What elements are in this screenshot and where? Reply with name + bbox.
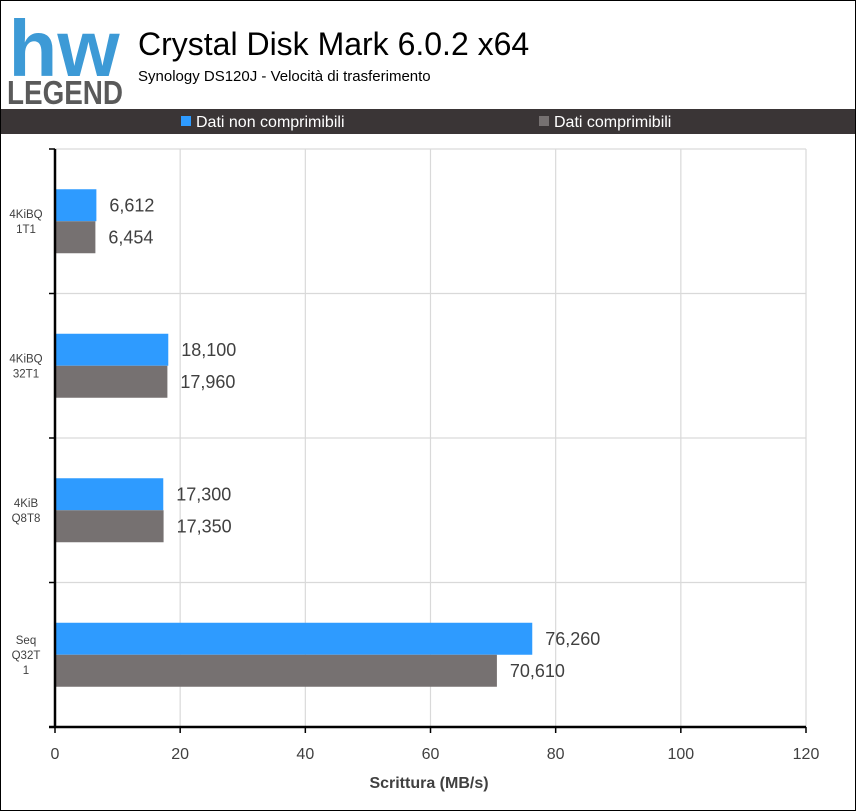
data-label: 6,454 bbox=[108, 227, 153, 247]
legend-label-series-2: Dati comprimibili bbox=[554, 114, 671, 131]
y-category-label: 4KiBQ bbox=[9, 353, 42, 365]
legend-label-series-1: Dati non comprimibili bbox=[196, 114, 345, 131]
axes: 0 20 40 60 80 100 120 4KiBQ 1T1 4KiBQ 32T1 4KiB Q8T8… bbox=[9, 148, 820, 763]
data-label: 18,100 bbox=[181, 340, 236, 360]
logo-text: LEGEND bbox=[7, 74, 123, 111]
bar-series-2 bbox=[56, 221, 96, 254]
y-category-label: Q8T8 bbox=[12, 513, 41, 525]
legend: Dati non comprimibili Dati comprimibili bbox=[181, 114, 671, 131]
legend-swatch-series-2 bbox=[539, 116, 549, 126]
data-label: 76,260 bbox=[545, 629, 600, 649]
y-category-label: 4KiBQ bbox=[9, 209, 42, 221]
data-label: 17,300 bbox=[176, 484, 231, 504]
chart-subtitle: Synology DS120J - Velocità di trasferime… bbox=[138, 68, 431, 85]
x-tick-label: 120 bbox=[793, 746, 820, 763]
x-tick-label: 20 bbox=[171, 746, 189, 763]
data-labels: 6,612 6,454 18,100 17,960 17,300 17,350 76,260… bbox=[108, 195, 600, 681]
bar-series-2 bbox=[56, 365, 168, 398]
data-label: 70,610 bbox=[510, 661, 565, 681]
data-label: 6,612 bbox=[109, 195, 154, 215]
y-category-label: 32T1 bbox=[13, 368, 39, 380]
bar-series-1 bbox=[56, 333, 169, 366]
bars bbox=[56, 189, 533, 687]
chart-title: Crystal Disk Mark 6.0.2 x64 bbox=[138, 26, 529, 62]
bar-series-1 bbox=[56, 189, 97, 222]
x-tick-label: 100 bbox=[667, 746, 694, 763]
legend-swatch-series-1 bbox=[181, 116, 191, 126]
logo: hw LEGEND bbox=[7, 4, 123, 111]
bar-series-2 bbox=[56, 510, 164, 543]
x-tick-label: 40 bbox=[296, 746, 314, 763]
x-tick-label: 0 bbox=[51, 746, 60, 763]
bar-series-2 bbox=[56, 654, 497, 687]
x-axis-title: Scrittura (MB/s) bbox=[369, 775, 488, 792]
logo-mark: hw bbox=[8, 4, 120, 93]
bar-series-1 bbox=[56, 622, 533, 655]
x-tick-label: 80 bbox=[547, 746, 565, 763]
x-tick-label: 60 bbox=[422, 746, 440, 763]
y-category-label: Seq bbox=[16, 635, 36, 647]
y-category-label: 1 bbox=[23, 665, 29, 677]
y-category-label: 4KiB bbox=[14, 498, 39, 510]
y-category-label: Q32T bbox=[12, 650, 41, 662]
legend-bar bbox=[1, 109, 855, 134]
bar-series-1 bbox=[56, 478, 164, 511]
data-label: 17,960 bbox=[180, 372, 235, 392]
y-category-label: 1T1 bbox=[16, 224, 36, 236]
data-label: 17,350 bbox=[177, 516, 232, 536]
